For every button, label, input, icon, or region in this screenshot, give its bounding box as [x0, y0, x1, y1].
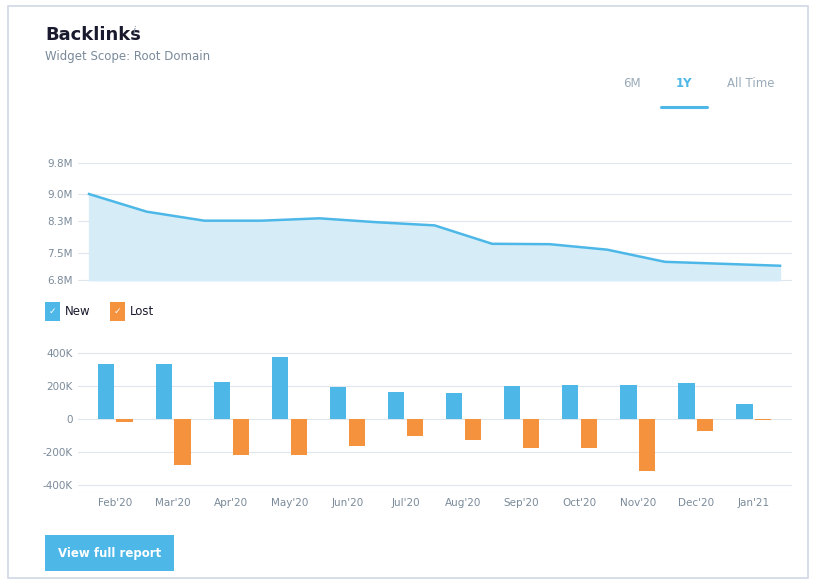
Text: Backlinks: Backlinks: [45, 26, 140, 44]
Bar: [581, 419, 597, 448]
Text: View full report: View full report: [58, 547, 161, 559]
Bar: [272, 357, 288, 419]
Bar: [330, 387, 346, 419]
Bar: [755, 419, 771, 420]
Text: ✓: ✓: [113, 307, 122, 316]
Bar: [523, 419, 539, 448]
Text: All Time: All Time: [727, 77, 774, 90]
Bar: [406, 419, 423, 436]
Bar: [290, 419, 307, 454]
Bar: [117, 419, 133, 422]
Bar: [156, 364, 172, 419]
Text: i: i: [133, 26, 136, 36]
Text: Lost: Lost: [130, 305, 154, 318]
Bar: [736, 404, 752, 419]
Text: ✓: ✓: [48, 307, 56, 316]
Text: New: New: [64, 305, 90, 318]
Bar: [175, 419, 191, 464]
Bar: [639, 419, 655, 471]
Text: 6M: 6M: [623, 77, 641, 90]
Bar: [620, 385, 636, 419]
Bar: [504, 386, 521, 419]
Bar: [348, 419, 365, 446]
Bar: [388, 392, 405, 419]
Bar: [98, 364, 114, 419]
Bar: [446, 392, 463, 419]
Bar: [233, 419, 249, 454]
Bar: [697, 419, 713, 432]
Bar: [464, 419, 481, 440]
Bar: [678, 384, 694, 419]
Bar: [562, 385, 579, 419]
Bar: [214, 382, 230, 419]
Text: Widget Scope: Root Domain: Widget Scope: Root Domain: [45, 50, 210, 62]
Text: 1Y: 1Y: [676, 77, 692, 90]
